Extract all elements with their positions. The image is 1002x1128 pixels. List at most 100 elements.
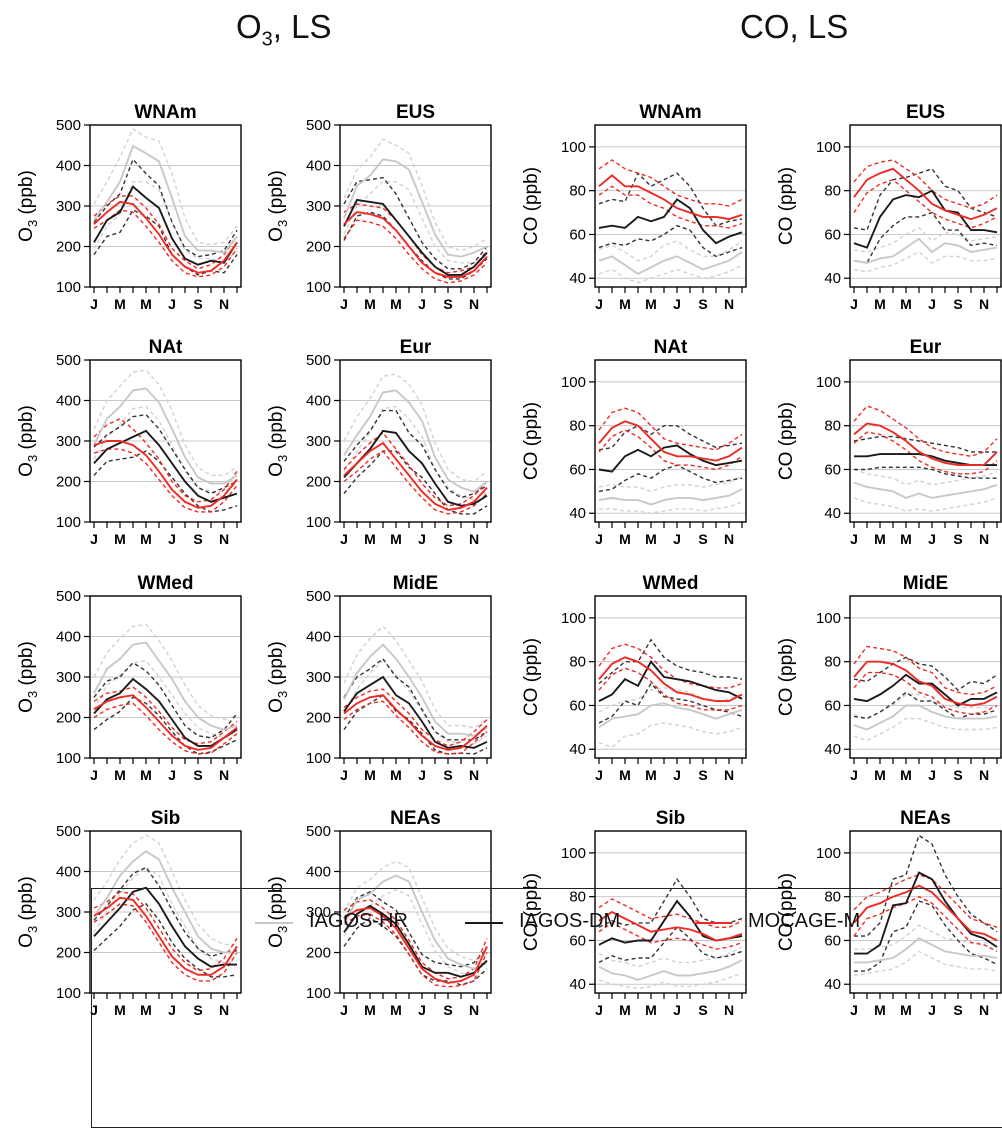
x-tick-label: M xyxy=(645,531,657,547)
series-mocage-m-lower xyxy=(343,450,488,515)
x-tick-label: S xyxy=(443,296,452,312)
y-axis-label: CO (ppb) xyxy=(521,402,542,480)
y-tick-label: 100 xyxy=(306,279,331,296)
panel-title: MidE xyxy=(903,573,948,594)
series-mocage-m-upper xyxy=(598,159,743,207)
x-tick-label: M xyxy=(140,1002,152,1018)
panel-title: EUS xyxy=(396,102,435,123)
series-iagos-hr-mean xyxy=(598,488,743,506)
series-mocage-m-mean xyxy=(853,422,998,467)
y-tick-label: 80 xyxy=(569,889,586,906)
series-iagos-dm-mean xyxy=(93,185,238,266)
legend-swatch-iagos-dm xyxy=(465,922,503,924)
x-tick-label: J xyxy=(673,1002,681,1018)
y-axis-label-species: O xyxy=(16,227,37,242)
series-iagos-hr-mean xyxy=(343,389,488,493)
series-mocage-m-upper xyxy=(93,195,238,270)
y-axis-label-subscript: 3 xyxy=(275,455,290,462)
series-iagos-dm-mean xyxy=(598,660,743,702)
y-tick-label: 100 xyxy=(561,374,586,391)
y-axis-label-subscript: 3 xyxy=(275,691,290,698)
y-tick-label: 100 xyxy=(56,514,81,531)
y-axis-label: O3 (ppb) xyxy=(16,641,40,713)
x-tick-label: J xyxy=(928,1002,936,1018)
series-mocage-m-mean xyxy=(853,884,998,942)
y-tick-label: 40 xyxy=(824,505,841,522)
series-mocage-m-upper xyxy=(853,159,998,209)
series-iagos-dm-lower xyxy=(853,211,998,264)
x-tick-label: N xyxy=(469,531,479,547)
x-tick-label: M xyxy=(619,1002,631,1018)
series-mocage-m-lower xyxy=(93,702,238,755)
y-tick-label: 100 xyxy=(306,985,331,1002)
x-tick-label: M xyxy=(619,531,631,547)
series-mocage-m-mean xyxy=(93,200,238,274)
series-iagos-hr-mean xyxy=(93,387,238,485)
series-iagos-dm-upper xyxy=(854,834,998,937)
y-tick-label: 80 xyxy=(824,889,841,906)
y-axis-label: CO (ppb) xyxy=(521,167,542,245)
series-mocage-m-mean xyxy=(598,174,743,221)
series-iagos-hr-lower xyxy=(598,972,743,990)
series-iagos-hr-lower xyxy=(343,180,488,264)
series-iagos-hr-lower xyxy=(599,501,743,514)
y-tick-label: 80 xyxy=(569,183,586,200)
x-tick-label: S xyxy=(953,1002,962,1018)
y-tick-label: 500 xyxy=(56,588,81,605)
x-tick-label: N xyxy=(469,767,479,783)
x-tick-label: M xyxy=(364,296,376,312)
y-tick-label: 500 xyxy=(306,352,331,369)
series-iagos-hr-lower xyxy=(343,405,488,501)
series-iagos-hr-upper xyxy=(93,623,238,721)
x-tick-label: J xyxy=(168,296,176,312)
series-iagos-dm-lower xyxy=(93,696,238,755)
panel-title: EUS xyxy=(906,102,945,123)
heading-o3-species: O xyxy=(236,8,262,45)
x-tick-label: J xyxy=(673,531,681,547)
y-tick-label: 100 xyxy=(816,610,841,627)
x-tick-label: M xyxy=(874,1002,886,1018)
series-iagos-hr-mean xyxy=(93,144,238,254)
series-mocage-m-mean xyxy=(343,907,488,984)
series-mocage-m-lower xyxy=(598,185,743,229)
plot-frame xyxy=(849,830,1002,994)
y-tick-label: 400 xyxy=(306,158,331,175)
legend-swatch-mocage-m xyxy=(694,922,732,924)
series-iagos-dm-upper xyxy=(598,171,743,227)
series-mocage-m-lower xyxy=(93,448,238,513)
series-mocage-m-lower xyxy=(853,431,998,475)
series-mocage-m-mean xyxy=(853,167,998,221)
y-axis-label-subscript: 3 xyxy=(25,926,40,933)
y-tick-label: 400 xyxy=(56,629,81,646)
x-tick-label: M xyxy=(140,767,152,783)
series-iagos-hr-mean xyxy=(853,237,998,264)
x-tick-label: S xyxy=(443,767,452,783)
x-tick-label: J xyxy=(340,531,348,547)
y-tick-label: 400 xyxy=(56,393,81,410)
series-mocage-m-lower xyxy=(853,178,998,229)
y-tick-label: 400 xyxy=(56,158,81,175)
x-tick-label: N xyxy=(219,1002,229,1018)
x-tick-label: J xyxy=(418,531,426,547)
y-tick-label: 300 xyxy=(306,433,331,450)
series-iagos-dm-lower xyxy=(598,464,743,493)
series-iagos-dm-lower xyxy=(598,926,743,964)
x-tick-label: J xyxy=(340,296,348,312)
series-iagos-hr-mean xyxy=(343,158,488,258)
x-tick-label: M xyxy=(364,531,376,547)
series-iagos-hr-lower xyxy=(343,659,488,745)
series-iagos-hr-mean xyxy=(598,959,743,981)
series-iagos-hr-mean xyxy=(343,643,488,737)
series-iagos-hr-upper xyxy=(93,369,238,477)
series-iagos-hr-lower xyxy=(93,866,238,964)
y-axis-label: O3 (ppb) xyxy=(16,170,40,242)
y-axis-label-unit: (ppb) xyxy=(16,876,37,926)
x-tick-label: S xyxy=(698,1002,707,1018)
y-tick-label: 40 xyxy=(569,976,586,993)
series-mocage-m-mean xyxy=(598,910,743,942)
x-tick-label: M xyxy=(874,531,886,547)
y-axis-label: CO (ppb) xyxy=(521,873,542,951)
